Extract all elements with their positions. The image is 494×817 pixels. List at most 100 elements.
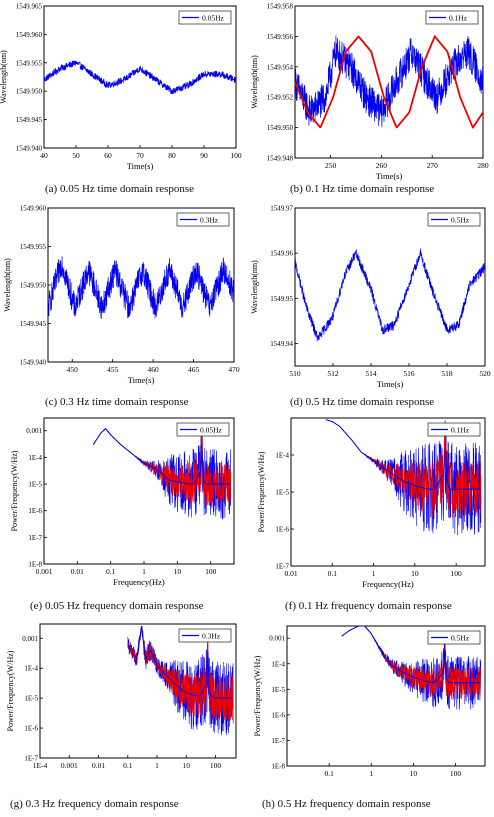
x-tick-label: 1 bbox=[369, 769, 373, 778]
legend-box bbox=[176, 212, 230, 227]
chart-g-psd-0-3hz: 1E-4 0.001 0.01 0.1 1 10 100 1E-7 1E-6 1E-5 1E-4 0.… bbox=[6, 623, 237, 770]
plot-area bbox=[44, 60, 236, 95]
legend-label: 0.05Hz bbox=[202, 14, 225, 23]
x-tick-label: 40 bbox=[40, 151, 48, 160]
legend-box bbox=[176, 422, 230, 437]
series-psd-trend bbox=[92, 427, 231, 485]
x-tick-label: 470 bbox=[228, 365, 240, 374]
y-tick-label: 0.001 bbox=[26, 427, 42, 435]
y-tick-label: 0.001 bbox=[269, 635, 285, 643]
chart-a-time-0-05hz: 40 50 60 70 80 90 100 1549.940 1549.945 1549.950 1… bbox=[0, 3, 242, 172]
x-tick-label: 0.001 bbox=[36, 567, 53, 576]
x-tick-label: 100 bbox=[450, 769, 462, 778]
y-tick-label: 1E-6 bbox=[275, 526, 289, 534]
legend-label: 0.5Hz bbox=[451, 634, 470, 643]
x-axis-label: Time(s) bbox=[376, 171, 403, 181]
caption-d: (d) 0.5 Hz time domain response bbox=[290, 396, 435, 408]
caption-g: (g) 0.3 Hz frequency domain response bbox=[10, 798, 179, 810]
legend-label: 0.5Hz bbox=[451, 216, 470, 225]
caption-f: (f) 0.1 Hz frequency domain response bbox=[285, 600, 452, 612]
x-tick-label: 1 bbox=[142, 567, 146, 576]
x-tick-label: 455 bbox=[107, 365, 119, 374]
caption-c: (c) 0.3 Hz time domain response bbox=[45, 396, 189, 408]
plot-area bbox=[325, 419, 482, 536]
x-axis-label: Time(s) bbox=[377, 379, 404, 389]
y-tick-label: 1549.945 bbox=[16, 116, 43, 124]
y-axis-label: Power/Frequency(W/Hz) bbox=[6, 650, 15, 731]
x-tick-label: 516 bbox=[403, 369, 415, 378]
x-tick-label: 90 bbox=[200, 151, 208, 160]
chart-e-psd-0-05hz: 0.001 0.01 0.1 1 10 100 1E-8 1E-7 1E-6 1E-5 1E-4 0.… bbox=[10, 417, 235, 587]
plot-frame bbox=[43, 417, 235, 565]
series-line bbox=[44, 60, 236, 95]
plot-area bbox=[48, 256, 234, 319]
plot-area bbox=[295, 248, 485, 342]
y-tick-label: 1549.95 bbox=[270, 295, 293, 303]
y-tick-label: 1E-7 bbox=[275, 563, 289, 571]
legend-box bbox=[427, 422, 481, 437]
x-tick-label: 0.01 bbox=[71, 567, 84, 576]
y-tick-label: 1549.965 bbox=[16, 3, 43, 11]
y-axis-label: Wavelength(nm) bbox=[250, 260, 259, 314]
y-tick-label: 1E-6 bbox=[28, 507, 42, 515]
x-tick-label: 520 bbox=[479, 369, 491, 378]
y-tick-label: 1E-6 bbox=[24, 725, 38, 733]
x-tick-label: 260 bbox=[376, 161, 388, 170]
y-tick-label: 1549.94 bbox=[270, 340, 293, 348]
y-tick-label: 1E-5 bbox=[275, 489, 289, 497]
y-tick-label: 1E-8 bbox=[271, 763, 285, 771]
plot-frame bbox=[294, 5, 484, 159]
x-tick-label: 512 bbox=[327, 369, 339, 378]
x-tick-label: 460 bbox=[148, 365, 160, 374]
y-tick-label: 1549.952 bbox=[267, 94, 294, 102]
legend-box bbox=[427, 630, 481, 645]
y-axis-label: Wavelength(nm) bbox=[250, 55, 259, 109]
y-tick-label: 1E-4 bbox=[28, 454, 42, 462]
x-tick-label: 514 bbox=[365, 369, 377, 378]
x-tick-label: 100 bbox=[210, 761, 222, 770]
y-tick-label: 1549.956 bbox=[267, 33, 294, 41]
x-tick-label: 465 bbox=[188, 365, 200, 374]
x-tick-label: 518 bbox=[441, 369, 453, 378]
y-tick-label: 1549.950 bbox=[20, 282, 47, 290]
y-tick-label: 1549.955 bbox=[20, 243, 47, 251]
plot-area bbox=[92, 427, 232, 520]
y-tick-label: 1549.950 bbox=[267, 124, 294, 132]
y-axis-label: Power/Frequency(W/Hz) bbox=[257, 451, 266, 532]
y-tick-label: 1E-7 bbox=[28, 534, 42, 542]
legend-label: 0.1Hz bbox=[451, 426, 470, 435]
plot-area bbox=[127, 625, 234, 736]
caption-b: (b) 0.1 Hz time domain response bbox=[290, 183, 435, 195]
x-tick-label: 0.01 bbox=[284, 569, 297, 578]
y-tick-label: 1E-4 bbox=[24, 665, 38, 673]
legend-box bbox=[178, 10, 232, 25]
series-line bbox=[48, 256, 234, 319]
x-tick-label: 0.1 bbox=[123, 761, 133, 770]
series-line bbox=[295, 248, 485, 342]
plot-area bbox=[295, 34, 483, 130]
y-tick-label: 1E-7 bbox=[24, 755, 38, 763]
legend-box bbox=[427, 212, 481, 227]
series-psd-trend bbox=[325, 419, 481, 490]
x-tick-label: 270 bbox=[427, 161, 439, 170]
chart-c-time-0-3hz: 450 455 460 465 470 1549.940 1549.945 1549.950 1… bbox=[3, 205, 240, 386]
y-tick-label: 1E-5 bbox=[28, 481, 42, 489]
legend-label: 0.1Hz bbox=[449, 14, 468, 23]
chart-h-psd-0-5hz: 0.1 1 10 100 1E-8 1E-7 1E-6 1E-5 1E-4 0.001 Power/… bbox=[253, 625, 486, 778]
y-tick-label: 1E-4 bbox=[275, 452, 289, 460]
y-tick-label: 1E-6 bbox=[271, 711, 285, 719]
y-axis-label: Wavelength(nm) bbox=[0, 50, 8, 104]
x-tick-label: 100 bbox=[205, 567, 217, 576]
y-axis-label: Power/Frequency(W/Hz) bbox=[10, 450, 19, 531]
x-tick-label: 1 bbox=[372, 569, 376, 578]
x-axis-label: Time(s) bbox=[127, 161, 154, 171]
y-tick-label: 1549.960 bbox=[20, 205, 47, 213]
plot-area bbox=[341, 626, 482, 710]
x-axis-label: Frequency(Hz) bbox=[362, 579, 414, 589]
x-tick-label: 0.1 bbox=[324, 769, 334, 778]
plot-frame bbox=[43, 5, 237, 149]
legend-box bbox=[425, 10, 479, 25]
x-tick-label: 60 bbox=[104, 151, 112, 160]
y-tick-label: 1549.948 bbox=[267, 155, 294, 163]
legend-label: 0.05Hz bbox=[200, 426, 223, 435]
